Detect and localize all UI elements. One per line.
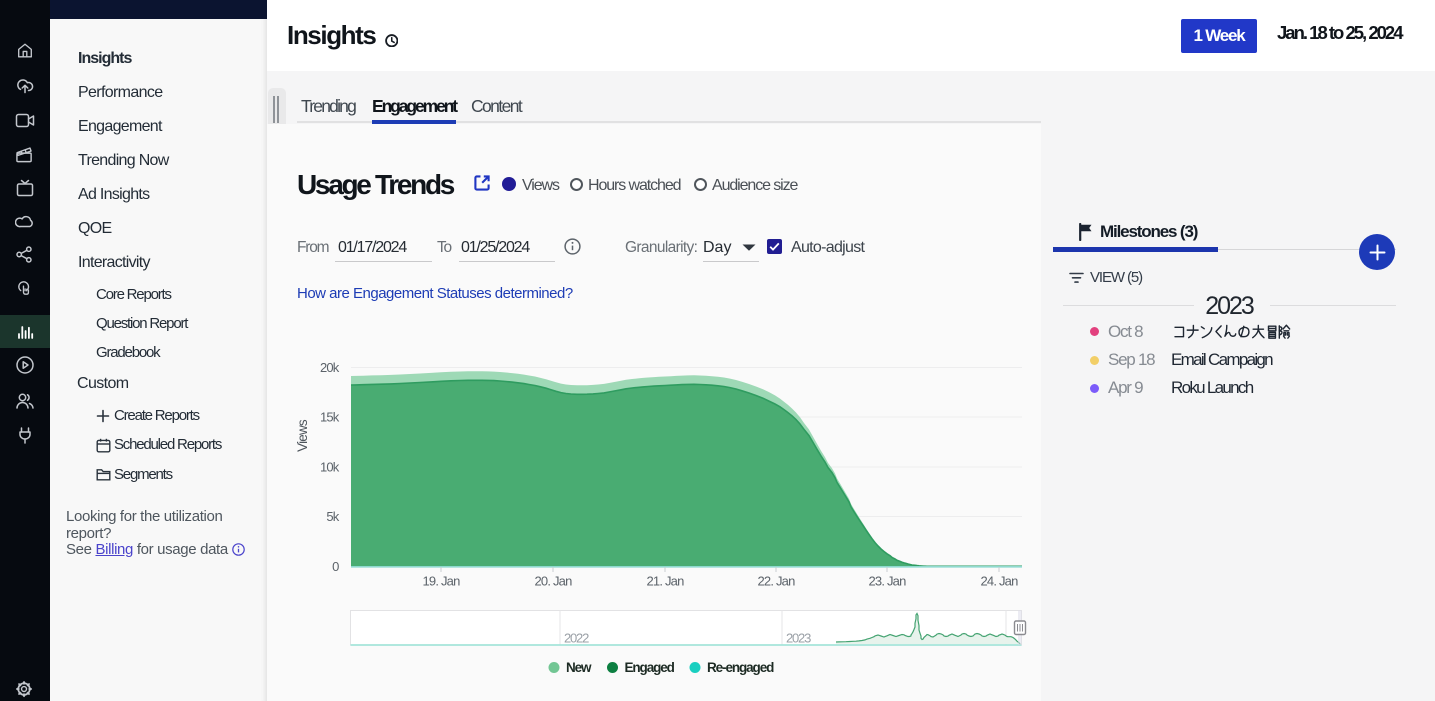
svg-text:New: New bbox=[566, 660, 592, 675]
svg-text:10k: 10k bbox=[320, 460, 340, 475]
svg-text:15k: 15k bbox=[320, 410, 340, 425]
svg-text:Views: Views bbox=[295, 419, 310, 452]
svg-text:2023: 2023 bbox=[786, 631, 811, 646]
svg-text:22. Jan: 22. Jan bbox=[757, 574, 795, 589]
svg-text:20k: 20k bbox=[320, 360, 340, 375]
svg-text:Engaged: Engaged bbox=[625, 660, 675, 675]
svg-text:0: 0 bbox=[332, 559, 339, 574]
svg-text:21. Jan: 21. Jan bbox=[646, 574, 684, 589]
svg-text:2022: 2022 bbox=[564, 631, 589, 646]
svg-text:23. Jan: 23. Jan bbox=[868, 574, 906, 589]
svg-text:Re-engaged: Re-engaged bbox=[707, 660, 774, 675]
svg-text:24. Jan: 24. Jan bbox=[980, 574, 1018, 589]
svg-text:5k: 5k bbox=[326, 509, 339, 524]
svg-text:20. Jan: 20. Jan bbox=[534, 574, 572, 589]
svg-text:19. Jan: 19. Jan bbox=[422, 574, 460, 589]
